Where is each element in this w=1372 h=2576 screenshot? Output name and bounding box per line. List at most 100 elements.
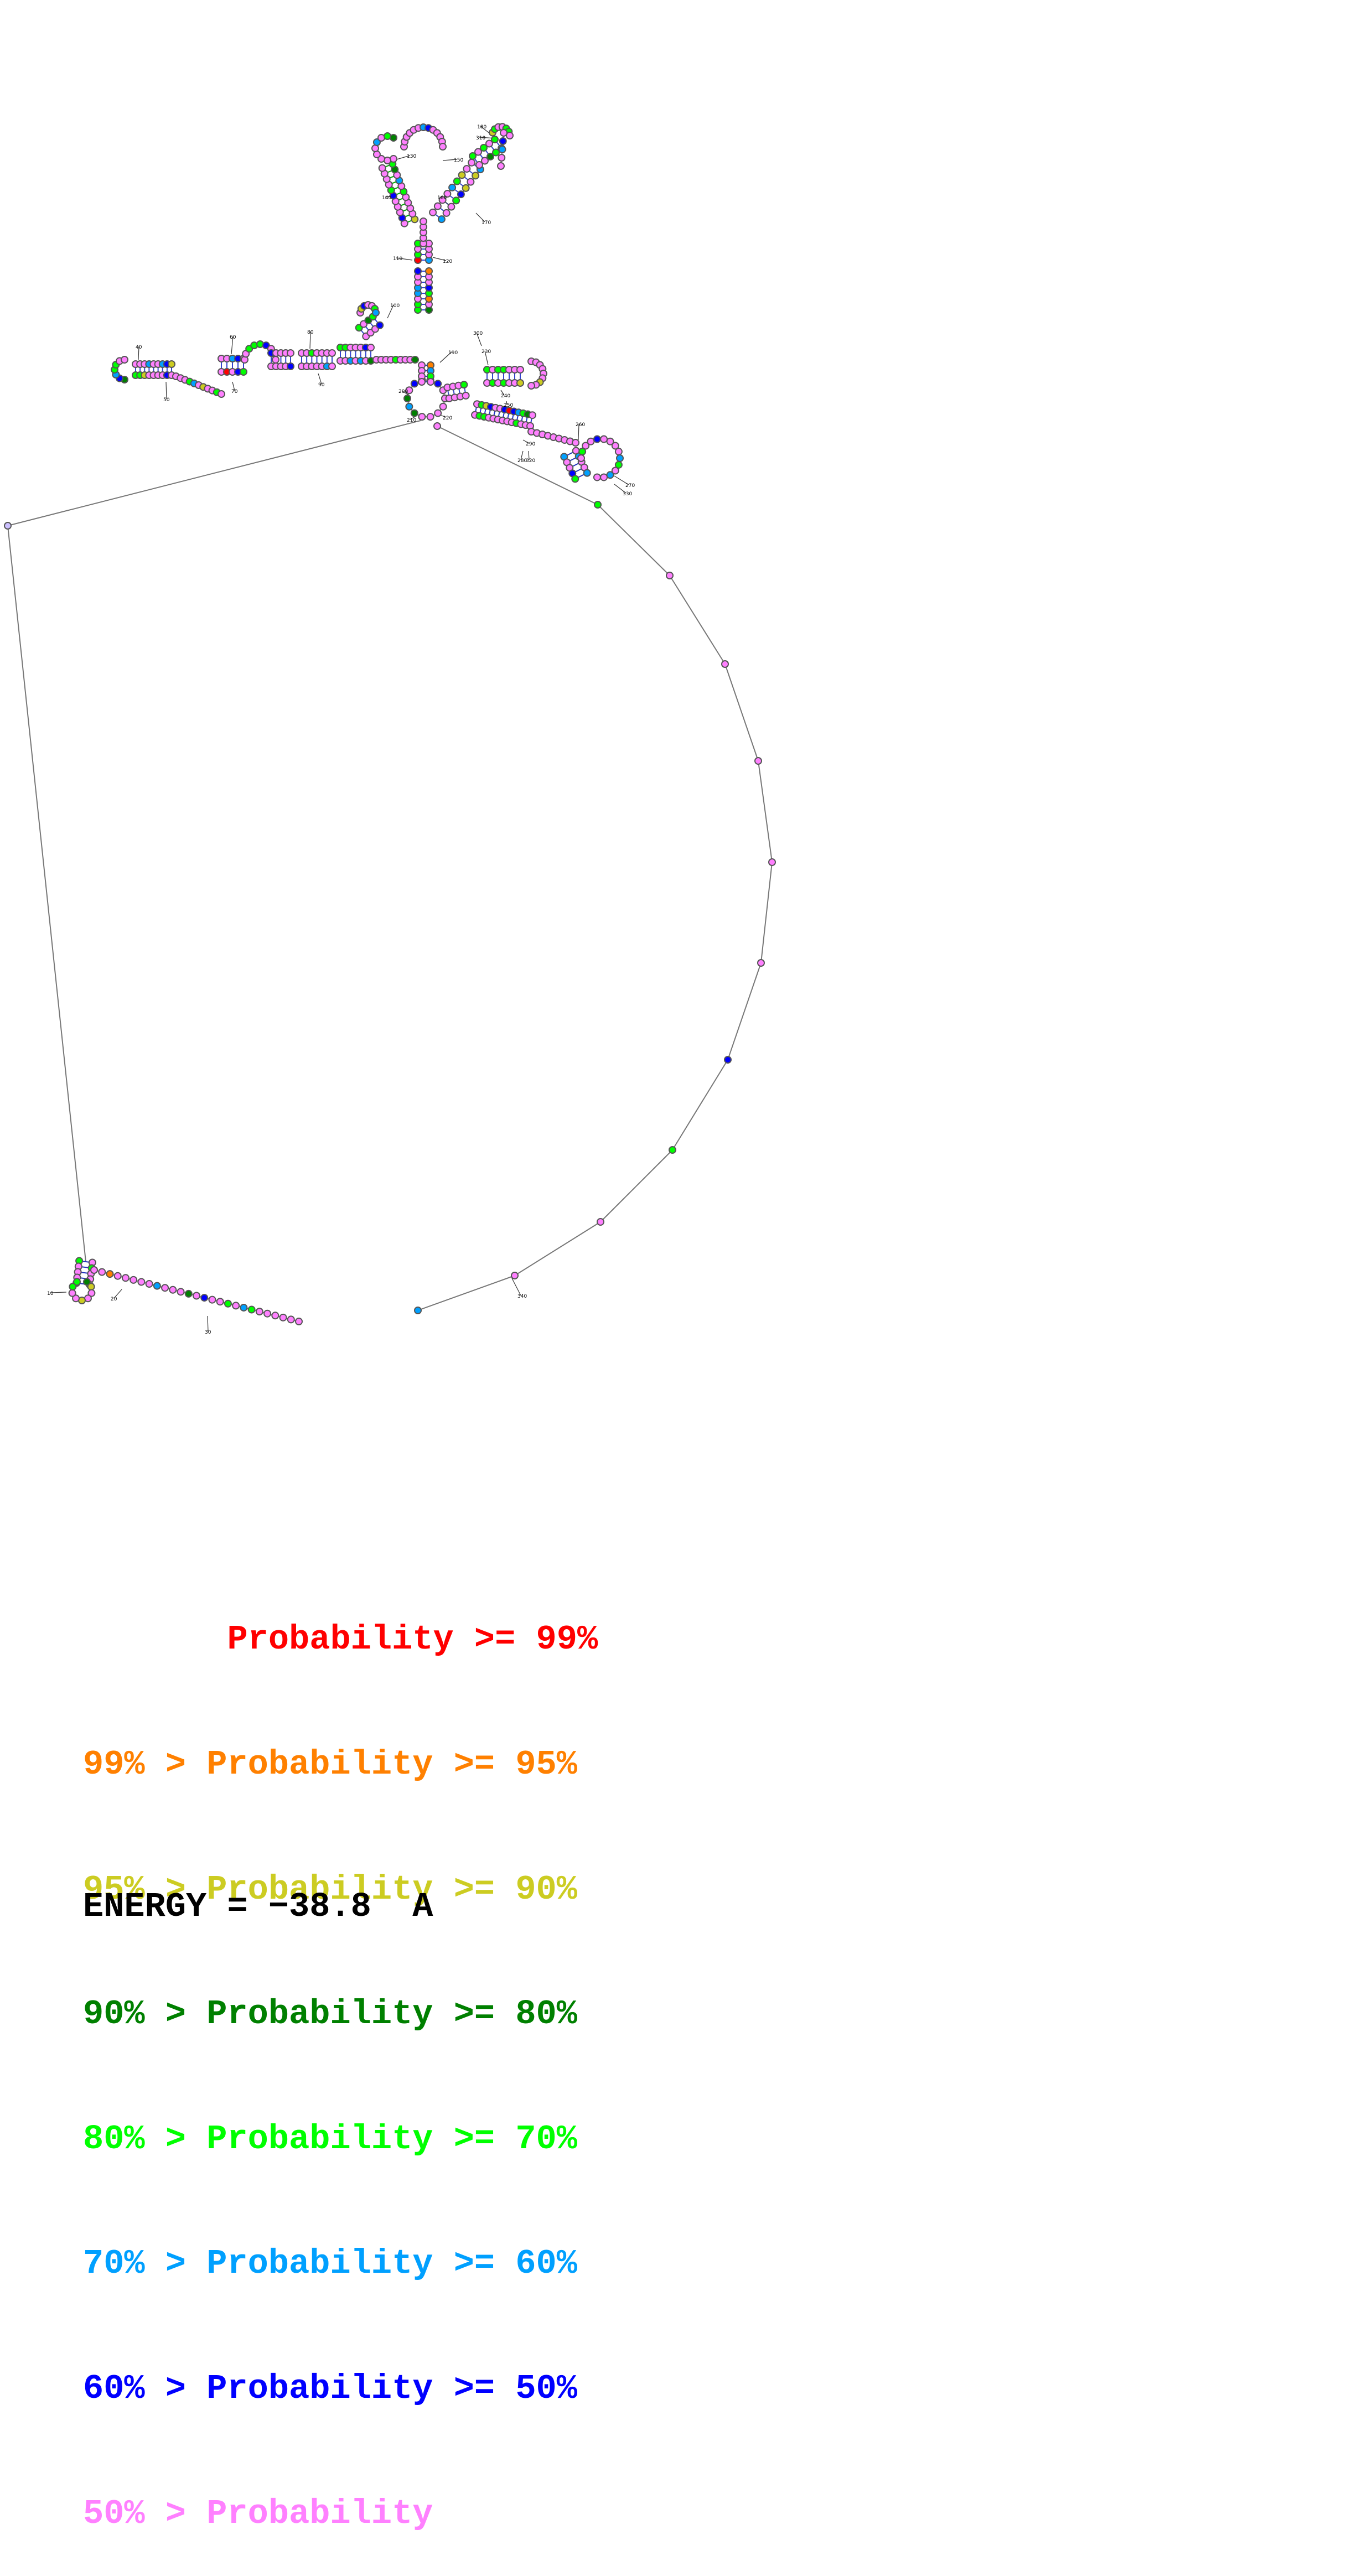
- nucleotide-296: [406, 403, 412, 410]
- nucleotide-297: [404, 395, 411, 402]
- nucleotide-389: [578, 455, 584, 462]
- position-label-240: 240: [501, 393, 510, 399]
- position-label-180: 180: [477, 125, 486, 130]
- nucleotide-360: [517, 366, 524, 373]
- nucleotide-10: [669, 1147, 676, 1153]
- nucleotide-394: [600, 436, 607, 443]
- position-label-310: 310: [476, 136, 485, 141]
- nucleotide-54: [256, 1308, 263, 1315]
- nucleotide-43: [169, 1287, 176, 1293]
- nucleotide-100: [240, 369, 247, 375]
- nucleotide-265: [459, 172, 465, 178]
- nucleotide-302: [434, 380, 441, 387]
- nucleotide-288: [498, 154, 505, 161]
- nucleotide-53: [248, 1307, 255, 1313]
- position-label-200: 200: [398, 389, 408, 395]
- nucleotide-6: [755, 758, 762, 764]
- nucleotide-267: [468, 159, 475, 166]
- position-label-120: 120: [443, 259, 452, 265]
- nucleotide-289: [498, 163, 504, 169]
- energy-value: ENERGY = −38.8 A: [83, 1887, 433, 1926]
- position-label-170: 170: [482, 220, 491, 226]
- position-label-80: 80: [307, 330, 314, 335]
- nucleotide-392: [588, 438, 594, 445]
- position-label-70: 70: [231, 389, 238, 395]
- nucleotide-152: [367, 344, 374, 351]
- nucleotide-252: [448, 204, 454, 210]
- nucleotide-165: [376, 322, 383, 329]
- backbone-segment: [728, 963, 761, 1060]
- nucleotide-184: [426, 268, 432, 274]
- nucleotide-397: [615, 448, 622, 455]
- backbone-segment: [8, 421, 421, 526]
- nucleotide-51: [232, 1302, 239, 1309]
- backbone-segment: [8, 526, 86, 1262]
- nucleotide-35: [106, 1271, 113, 1277]
- nucleotide-403: [594, 474, 600, 480]
- nucleotide-277: [491, 136, 498, 143]
- nucleotide-285: [500, 129, 507, 136]
- nucleotide-33: [91, 1267, 97, 1273]
- nucleotide-3: [594, 501, 601, 508]
- nucleotide-287: [499, 146, 506, 153]
- nucleotide-291: [440, 403, 447, 410]
- position-label-20: 20: [111, 1297, 117, 1302]
- nucleotide-30: [69, 1290, 76, 1297]
- nucleotide-264: [454, 178, 460, 185]
- nucleotide-124: [287, 350, 294, 356]
- position-label-230: 230: [482, 349, 491, 355]
- backbone-segment: [418, 1276, 515, 1310]
- position-label-160: 160: [437, 195, 447, 201]
- position-label-140: 140: [382, 195, 391, 201]
- backbone-segment: [758, 761, 772, 862]
- nucleotide-192: [415, 268, 421, 274]
- position-label-290: 290: [526, 442, 535, 447]
- nucleotide-95: [218, 391, 225, 397]
- backbone-segment: [725, 664, 758, 761]
- nucleotide-249: [439, 143, 446, 150]
- position-label-300: 300: [473, 331, 483, 336]
- nucleotide-39: [138, 1278, 144, 1285]
- position-label-330: 330: [623, 491, 632, 497]
- nucleotide-316: [463, 392, 469, 399]
- nucleotide-369: [528, 382, 535, 389]
- nucleotide-50: [225, 1300, 231, 1307]
- nucleotide-383: [572, 475, 578, 482]
- position-label-10: 10: [47, 1291, 54, 1297]
- nucleotide-47: [201, 1294, 208, 1301]
- nucleotide-263: [449, 184, 455, 191]
- nucleotide-32: [74, 1278, 80, 1285]
- nucleotide-295: [411, 410, 418, 417]
- position-label-60: 60: [230, 335, 236, 340]
- nucleotide-227: [379, 165, 386, 172]
- nucleotide-52: [240, 1304, 247, 1311]
- nucleotide-378: [572, 439, 579, 446]
- nucleotide-48: [209, 1297, 215, 1303]
- nucleotide-37: [122, 1274, 129, 1281]
- nucleotide-40: [146, 1281, 153, 1287]
- backbone-segment: [761, 862, 772, 963]
- legend-line-0: Probability >= 99%: [83, 1619, 598, 1660]
- nucleotide-4: [666, 572, 673, 579]
- backbone-segment: [598, 505, 670, 576]
- nucleotide-77: [168, 361, 175, 367]
- nucleotide-9: [724, 1056, 731, 1063]
- nucleotide-253: [453, 197, 459, 204]
- nucleotide-49: [217, 1298, 224, 1305]
- nucleotide-45: [185, 1290, 192, 1297]
- legend-line-3: 90% > Probability >= 80%: [83, 1993, 598, 2035]
- nucleotide-254: [458, 191, 464, 198]
- nucleotide-294: [418, 413, 425, 420]
- nucleotide-7: [769, 859, 775, 865]
- label-tick: [512, 1278, 521, 1295]
- nucleotide-236: [390, 134, 397, 141]
- nucleotide-266: [463, 165, 470, 172]
- nucleotide-131: [329, 363, 335, 370]
- nucleotide-259: [429, 209, 436, 216]
- nucleotide-138: [329, 350, 335, 356]
- position-label-40: 40: [136, 345, 142, 350]
- legend-line-5: 70% > Probability >= 60%: [83, 2243, 598, 2284]
- legend-line-7: 50% > Probability: [83, 2493, 598, 2534]
- nucleotide-13: [415, 1307, 421, 1314]
